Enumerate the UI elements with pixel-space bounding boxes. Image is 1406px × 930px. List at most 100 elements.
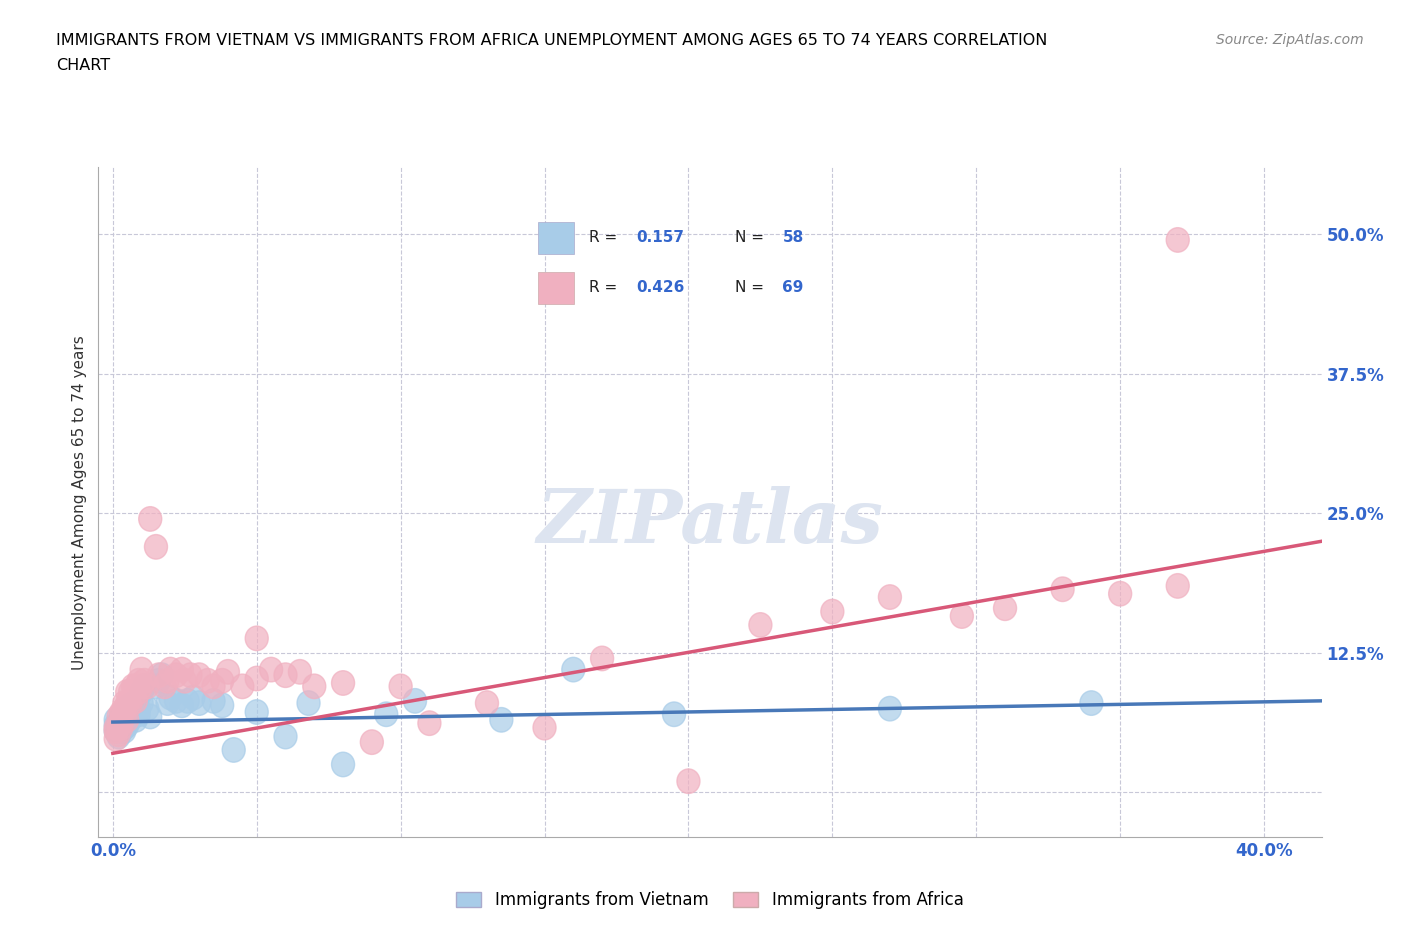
Ellipse shape	[288, 659, 311, 684]
Ellipse shape	[170, 693, 194, 718]
Ellipse shape	[107, 719, 131, 743]
Ellipse shape	[217, 659, 239, 684]
Ellipse shape	[879, 585, 901, 609]
Ellipse shape	[274, 663, 297, 687]
Ellipse shape	[418, 711, 441, 736]
Ellipse shape	[112, 708, 136, 732]
Ellipse shape	[170, 658, 194, 682]
Ellipse shape	[118, 708, 142, 732]
Ellipse shape	[104, 726, 127, 751]
Ellipse shape	[1080, 691, 1102, 715]
Ellipse shape	[104, 708, 127, 732]
Ellipse shape	[159, 685, 181, 710]
Ellipse shape	[197, 669, 219, 693]
Ellipse shape	[187, 691, 211, 715]
Ellipse shape	[245, 699, 269, 724]
Ellipse shape	[124, 674, 148, 698]
Ellipse shape	[131, 658, 153, 682]
Ellipse shape	[121, 702, 145, 726]
Ellipse shape	[139, 507, 162, 531]
Ellipse shape	[112, 704, 136, 729]
Ellipse shape	[107, 713, 131, 737]
FancyBboxPatch shape	[537, 221, 574, 254]
Ellipse shape	[136, 674, 159, 698]
Ellipse shape	[533, 715, 555, 740]
Ellipse shape	[115, 708, 139, 732]
Ellipse shape	[1166, 228, 1189, 252]
Ellipse shape	[332, 671, 354, 696]
Ellipse shape	[124, 688, 148, 713]
Ellipse shape	[110, 704, 134, 729]
Text: Source: ZipAtlas.com: Source: ZipAtlas.com	[1216, 33, 1364, 46]
Ellipse shape	[176, 688, 200, 713]
Ellipse shape	[404, 688, 426, 713]
Ellipse shape	[115, 697, 139, 721]
Ellipse shape	[165, 688, 187, 713]
Ellipse shape	[148, 669, 170, 693]
Ellipse shape	[121, 674, 145, 698]
Ellipse shape	[156, 669, 179, 693]
Ellipse shape	[110, 719, 134, 743]
Ellipse shape	[131, 691, 153, 715]
Text: R =: R =	[589, 281, 617, 296]
Ellipse shape	[124, 708, 148, 732]
Ellipse shape	[118, 693, 142, 718]
Ellipse shape	[107, 713, 131, 737]
Ellipse shape	[274, 724, 297, 749]
Ellipse shape	[389, 674, 412, 698]
Ellipse shape	[115, 691, 139, 715]
Ellipse shape	[749, 613, 772, 637]
Ellipse shape	[1052, 577, 1074, 602]
Ellipse shape	[104, 713, 127, 737]
Ellipse shape	[148, 663, 170, 687]
Ellipse shape	[110, 713, 134, 737]
Ellipse shape	[112, 699, 136, 724]
Ellipse shape	[150, 663, 173, 687]
Ellipse shape	[165, 663, 187, 687]
Ellipse shape	[375, 702, 398, 726]
Ellipse shape	[112, 697, 136, 721]
Ellipse shape	[145, 535, 167, 559]
Ellipse shape	[662, 702, 686, 726]
Ellipse shape	[821, 599, 844, 624]
Ellipse shape	[145, 674, 167, 698]
Ellipse shape	[994, 596, 1017, 620]
Ellipse shape	[153, 674, 176, 698]
Ellipse shape	[202, 688, 225, 713]
Ellipse shape	[676, 769, 700, 793]
Ellipse shape	[139, 704, 162, 729]
Ellipse shape	[245, 666, 269, 691]
Ellipse shape	[211, 693, 233, 718]
Ellipse shape	[124, 691, 148, 715]
Ellipse shape	[104, 715, 127, 740]
Ellipse shape	[115, 704, 139, 729]
Ellipse shape	[222, 737, 245, 763]
Ellipse shape	[136, 697, 159, 721]
Ellipse shape	[127, 697, 150, 721]
Ellipse shape	[159, 658, 181, 682]
Ellipse shape	[107, 715, 131, 740]
Text: R =: R =	[589, 231, 617, 246]
Ellipse shape	[110, 715, 134, 740]
Ellipse shape	[107, 724, 131, 749]
Ellipse shape	[187, 663, 211, 687]
Ellipse shape	[110, 715, 134, 740]
Ellipse shape	[127, 669, 150, 693]
Ellipse shape	[562, 658, 585, 682]
Ellipse shape	[104, 719, 127, 743]
Ellipse shape	[156, 691, 179, 715]
Ellipse shape	[202, 674, 225, 698]
Text: 69: 69	[783, 281, 804, 296]
Ellipse shape	[115, 713, 139, 737]
Ellipse shape	[107, 704, 131, 729]
Ellipse shape	[591, 646, 613, 671]
Ellipse shape	[110, 708, 134, 732]
Text: 0.157: 0.157	[637, 231, 685, 246]
Ellipse shape	[127, 680, 150, 704]
Ellipse shape	[134, 674, 156, 698]
Text: IMMIGRANTS FROM VIETNAM VS IMMIGRANTS FROM AFRICA UNEMPLOYMENT AMONG AGES 65 TO : IMMIGRANTS FROM VIETNAM VS IMMIGRANTS FR…	[56, 33, 1047, 47]
Ellipse shape	[121, 699, 145, 724]
Ellipse shape	[110, 711, 134, 736]
Ellipse shape	[107, 713, 131, 737]
Ellipse shape	[127, 702, 150, 726]
